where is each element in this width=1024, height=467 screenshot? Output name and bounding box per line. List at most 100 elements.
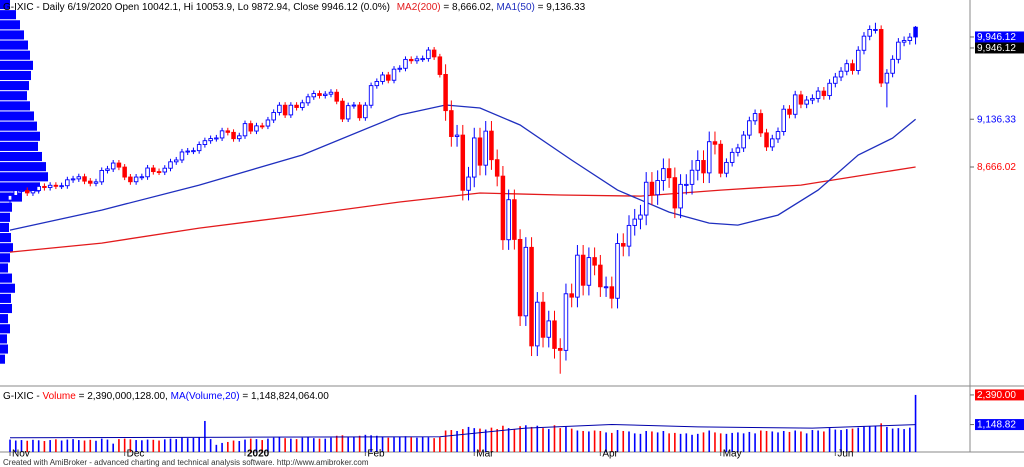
volume-bar [863,426,865,452]
x-tick-label: Apr [602,449,618,460]
candle-body [317,93,322,96]
volume-bar [358,435,361,452]
volume-bar [83,440,86,452]
volume-title-part: MA(Volume,20) [171,391,240,402]
volume-bar [198,437,200,452]
candle-body [420,58,425,61]
volume-bar [748,431,751,452]
legend-name: MA2(200) [397,2,441,13]
profile-bar [0,70,31,81]
volume-bar [32,439,34,452]
profile-bar [0,182,40,192]
candle-body [265,119,271,127]
candle-body [787,108,792,115]
volume-title-part: = 1,148,824,064.00 [240,391,330,402]
volume-bar [553,425,556,452]
volume-bar [461,429,464,452]
volume-bar [513,429,516,452]
candle-body [850,63,855,71]
candle-body [454,134,460,137]
candle-body [752,113,758,122]
volume-bar [685,433,688,452]
volume-bar [353,436,355,452]
candle-body [322,93,328,96]
candle-body [248,123,253,132]
volume-bar [811,430,814,452]
candle-body [13,190,19,196]
candle-body [867,29,872,37]
volume-bar [370,435,372,452]
candle-body [53,184,59,187]
volume-bar [20,440,23,452]
candle-body [59,185,64,188]
profile-bar [0,40,28,50]
candle-body [380,74,385,82]
volume-bar [467,426,470,452]
volume-bar [330,437,332,452]
candle-body [128,176,133,183]
profile-bar [0,314,8,324]
candle-body [162,167,168,173]
candle-body [70,178,76,181]
volume-bar [95,440,97,452]
volume-bar [760,430,762,452]
candle-body [729,151,735,163]
volume-bar [381,436,384,452]
candle-body [139,176,145,179]
profile-bar [0,141,38,151]
candle-body [133,176,139,183]
candle-body [208,138,213,142]
profile-bar [0,202,12,212]
candle-body [546,320,552,338]
profile-bar [0,354,5,364]
volume-bar [823,431,825,452]
candle-body [609,286,615,299]
volume-bar [817,430,819,452]
x-tick-label: Feb [367,449,385,460]
candle-body [781,108,786,133]
volume-bar [410,437,413,452]
volume-bar [490,427,493,452]
volume-bar [158,440,160,452]
volume-bar [777,432,779,452]
candle-body [603,286,609,289]
volume-bar [788,431,791,452]
candle-body [305,96,311,104]
volume-bar [215,444,218,452]
volume-bar [502,425,504,452]
candle-body [517,238,523,317]
candle-body [93,181,99,184]
volume-bar [221,442,223,452]
volume-bar [398,436,401,452]
y-tick-label: 2,390.00 [977,390,1016,401]
candle-body [363,104,368,119]
candle-body [231,131,236,140]
volume-title-part: G-IXIC - [3,391,42,402]
volume-bar [519,426,521,452]
candle-body [483,130,488,166]
volume-bar [599,430,602,452]
profile-bar [0,243,13,253]
volume-bar [100,438,103,452]
candle-body [643,181,649,216]
candle-body [661,168,666,181]
candle-body [426,49,431,60]
candle-body [294,104,299,108]
volume-bar [123,438,126,452]
volume-bar [559,428,562,452]
candle-body [311,93,317,98]
volume-bar [444,430,447,452]
candle-body [357,104,362,119]
candle-body [168,161,173,169]
candle-body [334,91,339,102]
volume-bar [914,394,917,452]
volume-bar [49,440,51,452]
candle-body [76,176,82,180]
candle-body [202,140,208,146]
candle-body [598,264,603,288]
volume-bar [393,437,395,452]
volume-bar [456,430,458,452]
candle-body [586,257,592,286]
candle-body [179,151,185,161]
